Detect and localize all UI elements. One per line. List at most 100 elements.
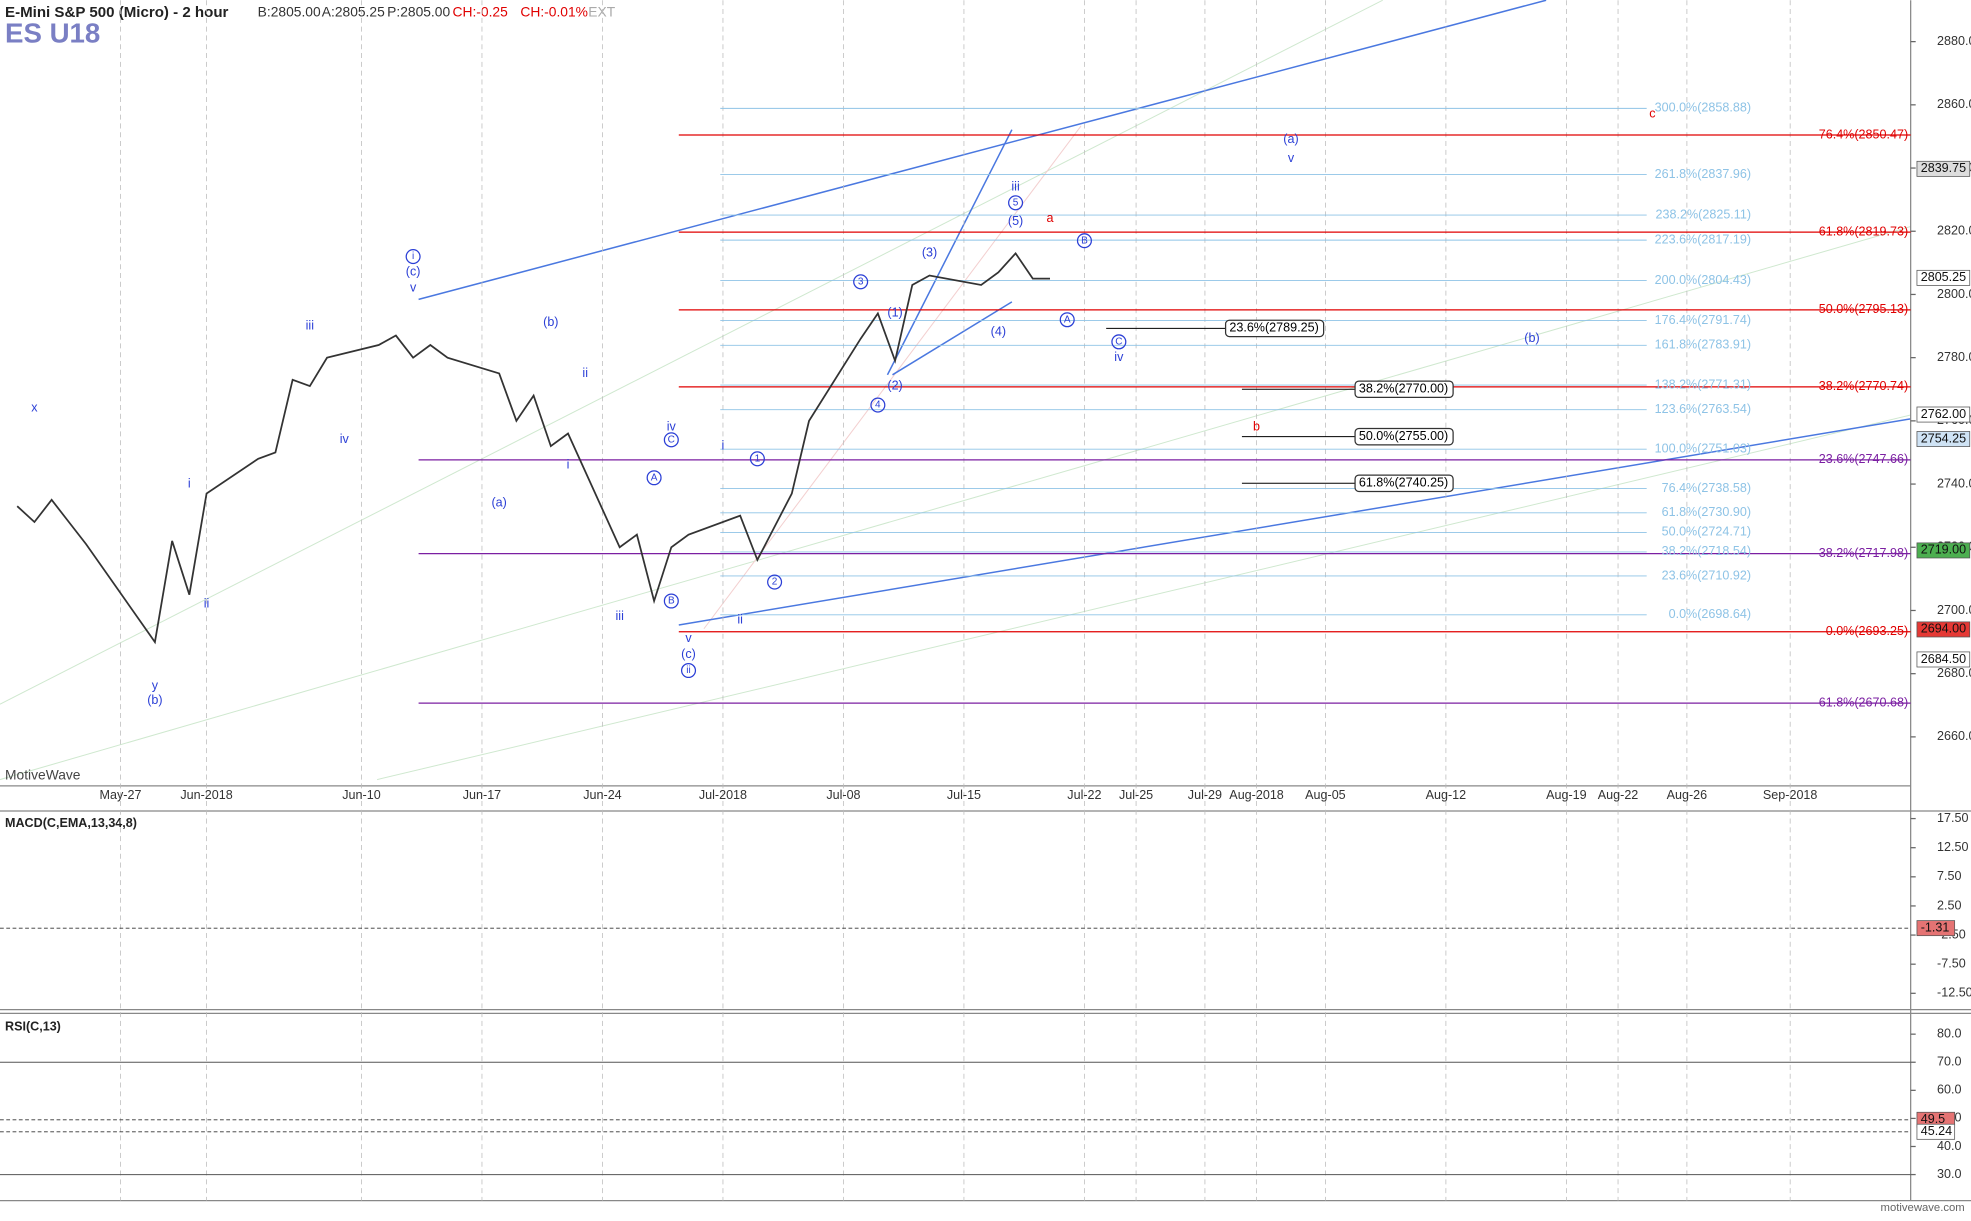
wave-circle [1059,312,1075,328]
wave-circle [767,574,783,590]
wave-label: (b) [543,315,558,329]
price: P:2805.00 [387,3,450,19]
wave-label: (2) [887,378,902,392]
symbol-name: E-Mini S&P 500 (Micro) - 2 hour [5,4,229,21]
y-tick-label: 2860.00 [1937,97,1971,111]
wave-label: ii [582,366,588,380]
wave-circle [1111,334,1127,350]
fib-label: 23.6%(2710.92) [1662,568,1751,582]
fib-label: 50.0%(2724.71) [1662,525,1751,539]
wave-label: A [651,472,658,483]
fib-label: 38.2%(2770.74) [1819,379,1908,393]
wave-label: a [1047,211,1054,225]
x-tick-label: Aug-2018 [1229,788,1283,802]
price-marker-label: 2805.25 [1921,270,1966,284]
rsi-title: RSI(C,13) [5,1020,61,1034]
fib-label: 200.0%(2804.43) [1655,273,1751,287]
wave-label: iv [667,420,677,434]
wave-label: (b) [147,693,162,707]
price-marker [1916,431,1971,447]
fib-label: 50.0%(2755.00) [1359,429,1448,443]
wave-circle [1008,195,1024,211]
wave-label: ii [737,612,743,626]
wave-label: iii [306,318,314,332]
price-marker-label: 2694.00 [1921,622,1966,636]
fib-label: 61.8%(2819.73) [1819,224,1908,238]
macd-title: MACD(C,EMA,13,34,8) [5,816,137,830]
x-tick-label: Sep-2018 [1763,788,1817,802]
wave-label: (b) [1524,331,1539,345]
wave-label: (a) [492,495,507,509]
price-marker-label: 2839.75 [1921,161,1966,175]
wave-label: ii [204,596,210,610]
fib-label-box [1224,319,1325,338]
price-marker [1916,651,1971,668]
wave-label: 5 [1013,197,1019,208]
footer: motivewave.com [1881,1202,1965,1214]
wave-circle [646,470,662,486]
fib-label-box [1354,427,1454,446]
wave-label: x [31,401,38,415]
wave-circle [663,593,679,609]
price-marker [1916,406,1971,423]
x-tick-label: Aug-19 [1546,788,1587,802]
fib-label: 76.4%(2738.58) [1662,481,1751,495]
x-tick-label: Jul-2018 [699,788,747,802]
x-tick-label: Jun-2018 [180,788,232,802]
fib-label: 138.2%(2771.31) [1655,377,1751,391]
wave-label: (c) [681,647,696,661]
current-label: 45.24 [1921,1124,1952,1138]
y-tick-label: -7.50 [1937,957,1966,971]
y-tick-label: 30.0 [1937,1167,1961,1181]
fib-label: 238.2%(2825.11) [1656,207,1751,221]
fib-label: 100.0%(2751.03) [1655,442,1751,456]
fib-label: 61.8%(2740.25) [1359,476,1448,490]
x-tick-label: Jul-08 [826,788,860,802]
fib-label: 23.6%(2747.66) [1819,452,1908,466]
x-tick-label: Jun-17 [463,788,501,802]
wave-label: (c) [406,265,421,279]
fib-label: 176.4%(2791.74) [1655,313,1751,327]
fib-label-box [1354,474,1454,493]
wave-label: B [1081,235,1088,246]
y-tick-label: 7.50 [1937,869,1961,883]
y-tick-label: 2700.00 [1937,603,1971,617]
wave-label: (3) [922,246,937,260]
fib-label: 161.8%(2783.91) [1655,338,1751,352]
y-tick-label: 2.50 [1937,898,1961,912]
wave-label: i [722,438,725,452]
wave-label: (a) [1283,132,1298,146]
price-marker-label: 2719.00 [1921,543,1966,557]
price-marker-label: 2762.00 [1921,407,1966,421]
wave-label: c [1649,107,1655,121]
price-marker [1916,269,1971,286]
fib-label: 300.0%(2858.88) [1655,101,1751,115]
ask: A:2805.25 [322,3,385,19]
wave-label: i [412,251,414,262]
wave-label: iii [615,609,623,623]
y-tick-label: 2740.00 [1937,476,1971,490]
fib-label: 61.8%(2730.90) [1662,505,1751,519]
x-tick-label: Aug-12 [1426,788,1467,802]
watermark: MotiveWave [5,766,81,782]
session: EXT [588,3,615,19]
wave-circle [1076,233,1092,249]
fib-label: 76.4%(2850.47) [1819,127,1908,141]
fib-label-box [1354,380,1454,399]
wave-label: iv [340,432,350,446]
y-tick-label: 17.50 [1937,811,1968,825]
wave-circle [405,248,421,265]
fib-label: 50.0%(2795.13) [1819,302,1908,316]
price-marker-label: 2684.50 [1921,652,1966,666]
fib-label: 0.0%(2693.25) [1826,624,1908,638]
y-tick-label: 80.0 [1937,1026,1961,1040]
wave-label: 3 [858,276,864,287]
x-tick-label: Jul-29 [1188,788,1222,802]
wave-label: (5) [1008,214,1023,228]
x-tick-label: Aug-05 [1305,788,1346,802]
y-tick-label: 40.0 [1937,1139,1961,1153]
x-tick-label: Aug-22 [1598,788,1639,802]
y-tick-label: 12.50 [1937,840,1968,854]
current-marker [1916,920,1956,937]
ticker: ES U18 [5,18,100,49]
